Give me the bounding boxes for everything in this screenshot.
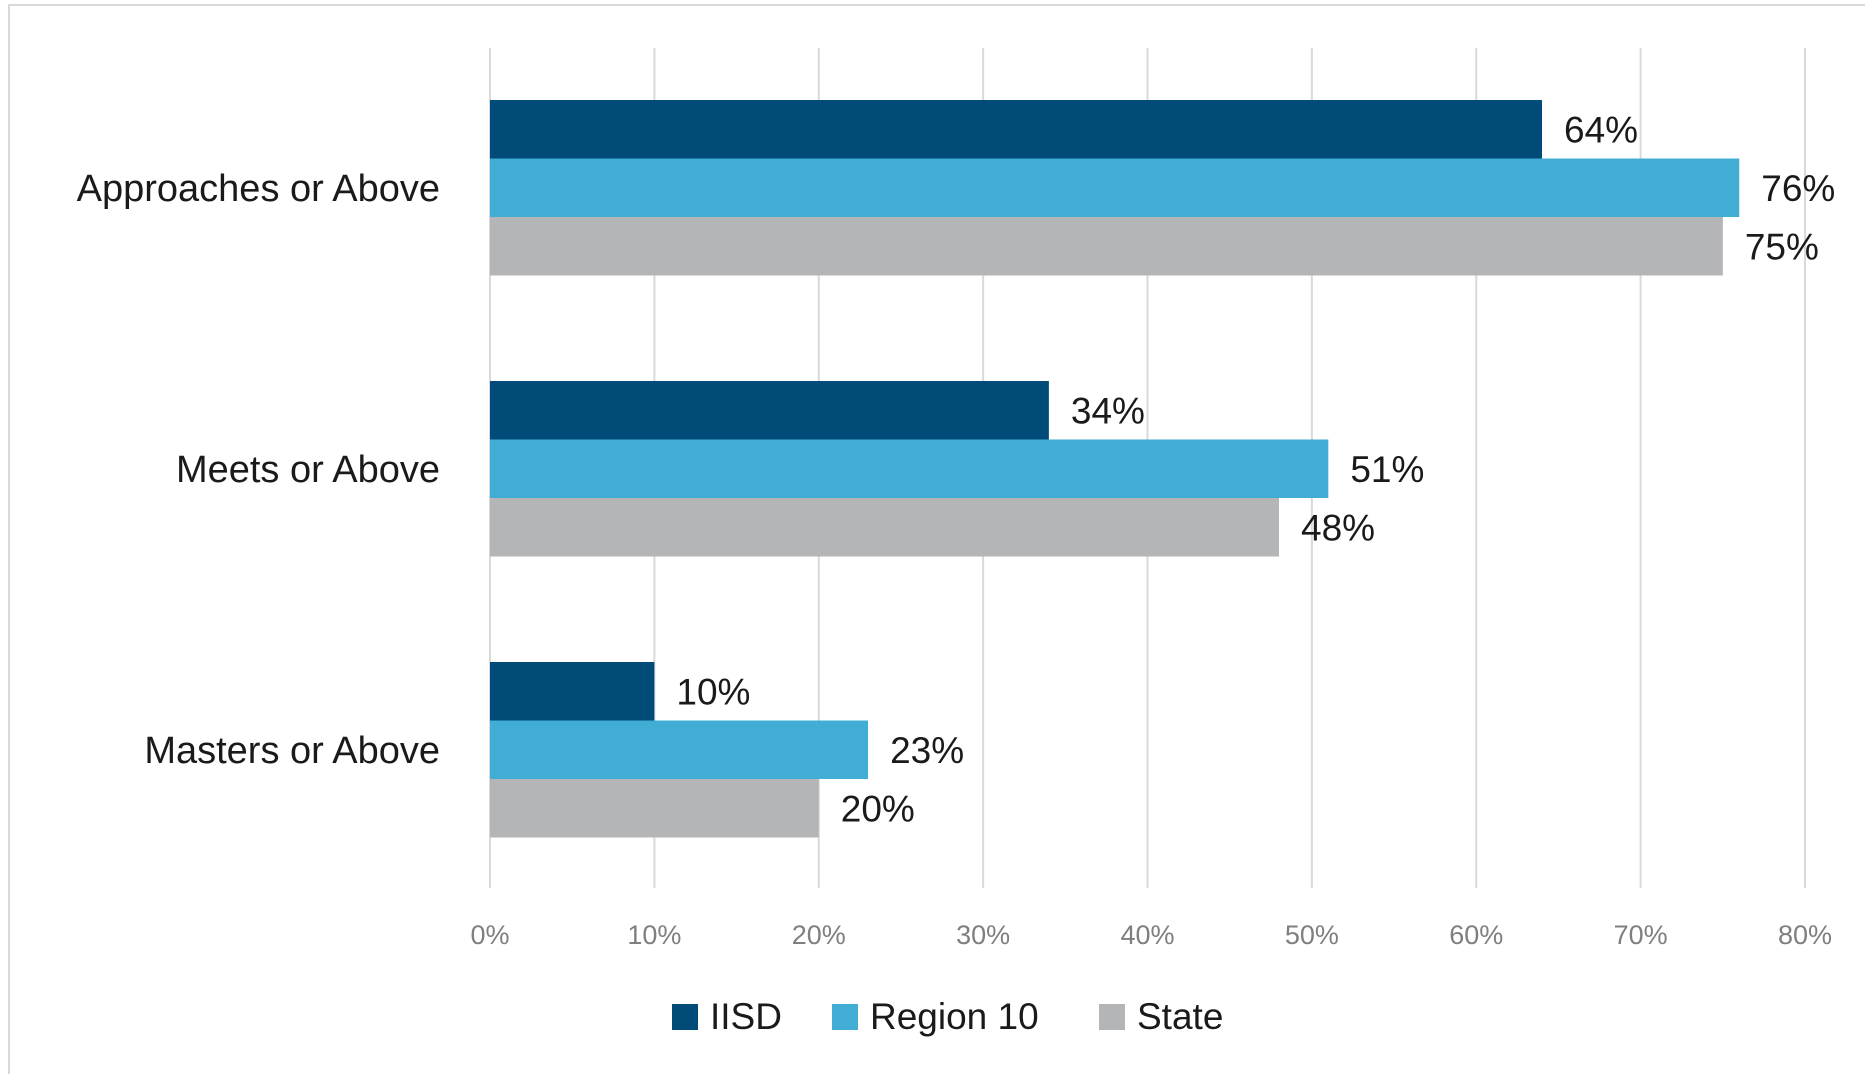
data-label: 75% xyxy=(1745,226,1819,267)
x-tick-label: 60% xyxy=(1449,920,1503,950)
category-label: Masters or Above xyxy=(144,730,440,772)
bar xyxy=(490,158,1740,217)
x-tick-label: 0% xyxy=(470,920,509,950)
bar xyxy=(490,779,819,838)
legend-item[interactable]: IISD xyxy=(672,996,782,1037)
bar xyxy=(490,217,1723,276)
chart-frame xyxy=(8,4,1865,1074)
category-labels: Approaches or Above Meets or Above Masters… xyxy=(77,168,440,772)
legend-label: Region 10 xyxy=(870,996,1039,1037)
x-axis-ticks: 0% 10% 20% 30% 40% 50% 60% 70% 80% xyxy=(470,920,1832,950)
data-label: 20% xyxy=(841,788,915,829)
category-label: Approaches or Above xyxy=(77,168,440,210)
data-label: 10% xyxy=(676,671,750,712)
data-label: 23% xyxy=(890,730,964,771)
legend-label: IISD xyxy=(710,996,782,1037)
data-label: 64% xyxy=(1564,109,1638,150)
bar xyxy=(490,498,1279,557)
x-tick-label: 50% xyxy=(1285,920,1339,950)
legend-item[interactable]: Region 10 xyxy=(832,996,1039,1037)
data-label: 51% xyxy=(1350,449,1424,490)
x-tick-label: 80% xyxy=(1778,920,1832,950)
x-tick-label: 70% xyxy=(1614,920,1668,950)
data-label: 34% xyxy=(1071,390,1145,431)
x-tick-label: 20% xyxy=(792,920,846,950)
data-labels: 64% 34% 10% 76% 51% 23% 75% 48% 20% xyxy=(676,109,1835,829)
x-tick-label: 10% xyxy=(627,920,681,950)
bar xyxy=(490,662,655,721)
legend-swatch xyxy=(1099,1004,1125,1030)
category-label: Meets or Above xyxy=(176,449,440,491)
bar xyxy=(490,720,869,779)
x-tick-label: 30% xyxy=(956,920,1010,950)
bar xyxy=(490,439,1329,498)
x-tick-label: 40% xyxy=(1120,920,1174,950)
bar xyxy=(490,381,1049,440)
legend-swatch xyxy=(832,1004,858,1030)
legend-item[interactable]: State xyxy=(1099,996,1223,1037)
legend[interactable]: IISD Region 10 State xyxy=(672,996,1223,1037)
legend-label: State xyxy=(1137,996,1223,1037)
bars xyxy=(490,100,1740,838)
data-label: 76% xyxy=(1761,168,1835,209)
bar xyxy=(490,100,1542,159)
legend-swatch xyxy=(672,1004,698,1030)
data-label: 48% xyxy=(1301,507,1375,548)
